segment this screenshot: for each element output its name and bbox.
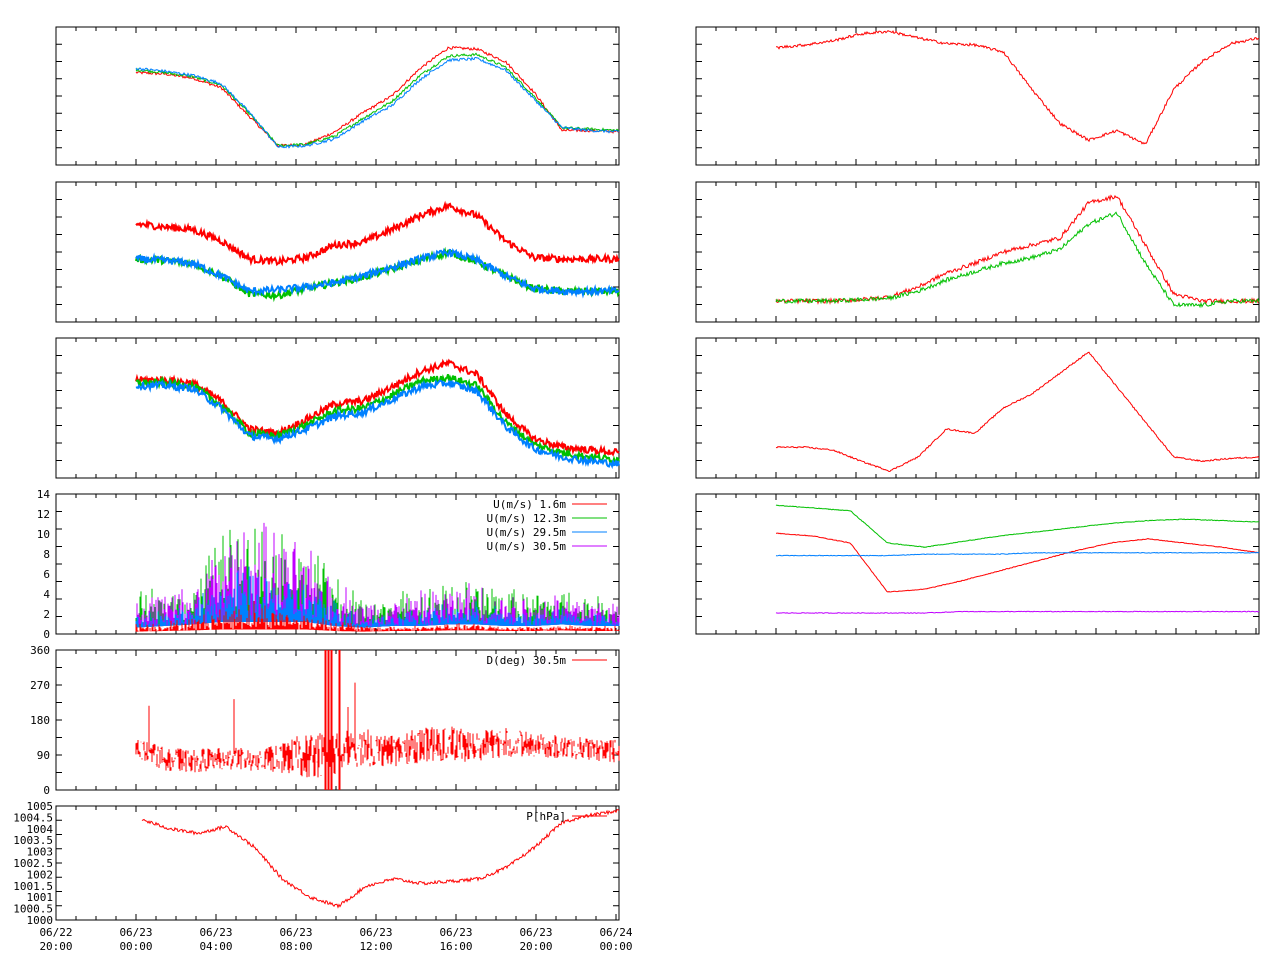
y-tick-label: 1004 bbox=[27, 823, 54, 836]
x-tick-label-time: 16:00 bbox=[439, 940, 472, 953]
wind-direction-frame bbox=[55, 649, 620, 791]
pressure-frame bbox=[55, 805, 620, 921]
right-4-series-purple bbox=[775, 610, 1260, 614]
y-tick-label: 12 bbox=[37, 508, 50, 521]
y-tick-label: 180 bbox=[30, 714, 50, 727]
y-tick-label: 1000 bbox=[27, 914, 54, 927]
right-2-series-green bbox=[775, 211, 1260, 309]
wind-speed-series-red bbox=[135, 601, 620, 632]
pressure-series-red bbox=[141, 809, 620, 909]
y-tick-label: 1002 bbox=[27, 868, 54, 881]
y-tick-label: 0 bbox=[43, 784, 50, 797]
right-4-series-blue bbox=[775, 551, 1260, 557]
left-2-series-blue bbox=[135, 247, 620, 299]
y-tick-label: 1002.5 bbox=[13, 857, 53, 870]
x-tick-label-date: 06/23 bbox=[359, 926, 392, 939]
x-tick-label-time: 04:00 bbox=[199, 940, 232, 953]
y-tick-label: 360 bbox=[30, 644, 50, 657]
right-1-series-red bbox=[775, 29, 1260, 145]
legend-label: D(deg) 30.5m bbox=[487, 654, 567, 667]
y-tick-label: 4 bbox=[43, 588, 50, 601]
y-tick-label: 0 bbox=[43, 628, 50, 641]
x-tick-label-time: 00:00 bbox=[119, 940, 152, 953]
y-tick-label: 270 bbox=[30, 679, 50, 692]
y-tick-label: 14 bbox=[37, 488, 51, 501]
right-1-frame bbox=[695, 26, 1260, 166]
left-2-series-red bbox=[135, 200, 620, 267]
left-3-series-green bbox=[135, 374, 620, 465]
right-2-series-red bbox=[775, 194, 1260, 305]
x-tick-label-date: 06/23 bbox=[199, 926, 232, 939]
x-tick-label-date: 06/23 bbox=[279, 926, 312, 939]
x-tick-label-date: 06/23 bbox=[439, 926, 472, 939]
legend-label: P[hPa] bbox=[526, 810, 566, 823]
y-tick-label: 1004.5 bbox=[13, 811, 53, 824]
wind-direction-series-red bbox=[135, 650, 620, 790]
x-tick-label-time: 20:00 bbox=[519, 940, 552, 953]
legend-label: U(m/s) 30.5m bbox=[487, 540, 567, 553]
y-tick-label: 10 bbox=[37, 528, 50, 541]
x-tick-label-date: 06/23 bbox=[519, 926, 552, 939]
x-tick-label-time: 12:00 bbox=[359, 940, 392, 953]
y-tick-label: 2 bbox=[43, 608, 50, 621]
y-tick-label: 1003.5 bbox=[13, 834, 53, 847]
left-1-series-red bbox=[135, 45, 620, 148]
right-4-series-green bbox=[775, 504, 1260, 548]
right-4-series-red bbox=[776, 532, 1260, 593]
left-2-frame bbox=[55, 181, 620, 323]
y-tick-label: 1000.5 bbox=[13, 903, 53, 916]
x-tick-label-time: 08:00 bbox=[279, 940, 312, 953]
y-tick-label: 1005 bbox=[27, 800, 54, 813]
left-1-series-blue bbox=[135, 56, 619, 149]
x-tick-label-date: 06/23 bbox=[119, 926, 152, 939]
y-tick-label: 1001.5 bbox=[13, 880, 53, 893]
left-1-series-green bbox=[135, 52, 620, 148]
x-tick-label-time: 00:00 bbox=[599, 940, 632, 953]
legend-label: U(m/s) 12.3m bbox=[487, 512, 567, 525]
y-tick-label: 1003 bbox=[27, 846, 54, 859]
legend-label: U(m/s) 29.5m bbox=[487, 526, 567, 539]
legend-label: U(m/s) 1.6m bbox=[493, 498, 566, 511]
left-3-series-red bbox=[135, 358, 620, 457]
x-tick-label-date: 06/24 bbox=[599, 926, 632, 939]
x-tick-label-date: 06/22 bbox=[39, 926, 72, 939]
y-tick-label: 90 bbox=[37, 749, 50, 762]
y-tick-label: 1001 bbox=[27, 891, 54, 904]
left-3-series-blue bbox=[135, 378, 620, 470]
y-tick-label: 6 bbox=[43, 568, 50, 581]
x-tick-label-time: 20:00 bbox=[39, 940, 72, 953]
y-tick-label: 8 bbox=[43, 548, 50, 561]
right-3-series-red bbox=[775, 351, 1260, 473]
